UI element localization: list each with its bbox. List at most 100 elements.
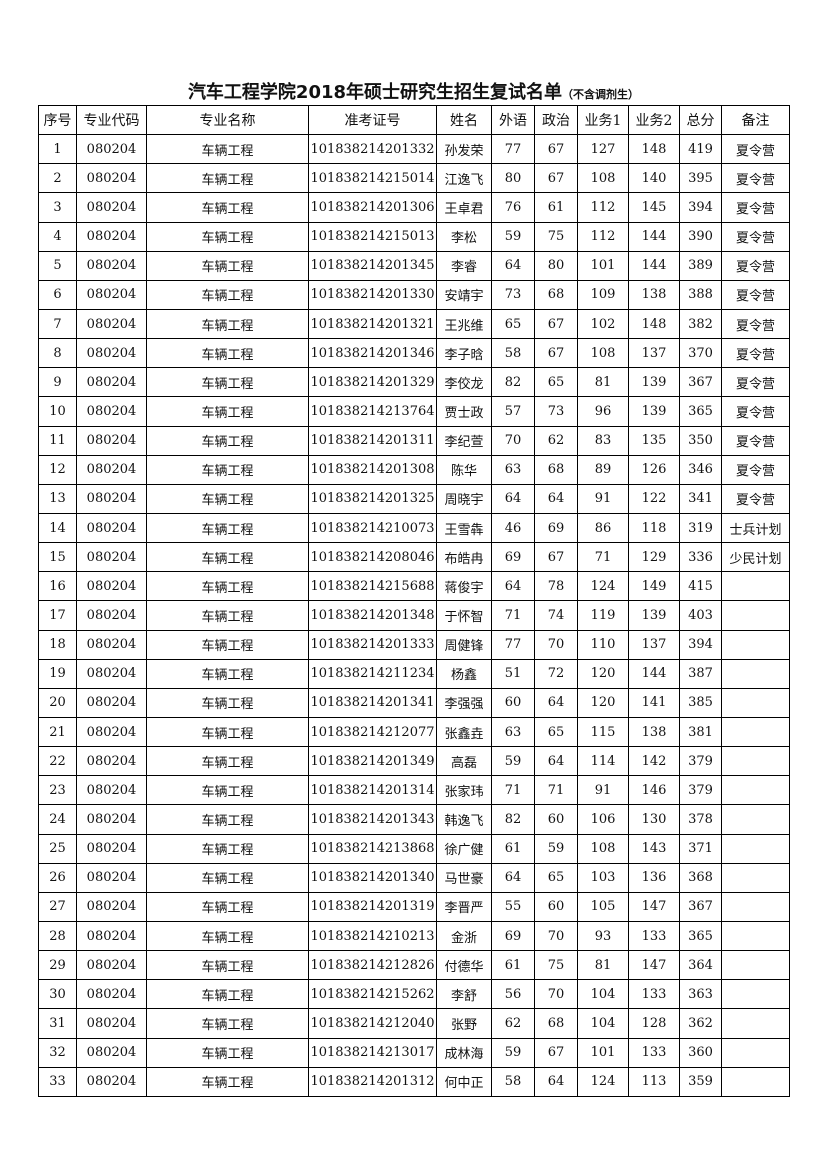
cell-major-name: 车辆工程: [146, 542, 309, 573]
cell-subject2: 144: [628, 250, 680, 281]
cell-politics: 80: [534, 250, 578, 281]
cell-subject1: 112: [577, 192, 629, 223]
table-row: 8 080204 车辆工程 101838214201346 李子晗 58 67 108 137 3…: [38, 338, 790, 369]
cell-name: 李舒: [436, 979, 492, 1010]
cell-remark: 夏令营: [721, 454, 790, 485]
cell-foreign-language: 82: [491, 367, 535, 398]
cell-remark: 夏令营: [721, 483, 790, 514]
cell-foreign-language: 62: [491, 1008, 535, 1039]
cell-exam-id: 101838214201340: [308, 862, 437, 893]
cell-index: 27: [38, 891, 77, 922]
cell-foreign-language: 57: [491, 396, 535, 427]
cell-subject1: 81: [577, 950, 629, 981]
cell-total: 371: [679, 833, 722, 864]
cell-remark: 夏令营: [721, 425, 790, 456]
title-text: 汽车工程学院2018年硕士研究生招生复试名单: [187, 82, 563, 103]
cell-total: 395: [679, 163, 722, 194]
cell-remark: [721, 658, 790, 689]
cell-major-code: 080204: [76, 600, 147, 631]
cell-exam-id: 101838214201311: [308, 425, 437, 456]
table-row: 19 080204 车辆工程 101838214211234 杨鑫 51 72 120 144 3…: [38, 658, 790, 689]
cell-index: 22: [38, 746, 77, 777]
cell-remark: [721, 804, 790, 835]
cell-politics: 67: [534, 308, 578, 340]
cell-name: 孙发荣: [436, 134, 492, 165]
cell-exam-id: 101838214201341: [308, 687, 437, 718]
cell-politics: 60: [534, 804, 578, 835]
cell-major-code: 080204: [76, 658, 147, 689]
cell-subject1: 103: [577, 862, 629, 893]
cell-foreign-language: 59: [491, 746, 535, 777]
cell-politics: 73: [534, 396, 578, 427]
cell-foreign-language: 76: [491, 192, 535, 223]
cell-politics: 64: [534, 687, 578, 718]
cell-politics: 67: [534, 338, 578, 369]
cell-index: 17: [38, 600, 77, 631]
table-row: 32 080204 车辆工程 101838214213017 成林海 59 67 101 133…: [38, 1037, 790, 1068]
cell-index: 14: [38, 512, 77, 544]
cell-subject2: 133: [628, 979, 680, 1010]
cell-subject2: 146: [628, 775, 680, 806]
cell-index: 9: [38, 367, 77, 398]
cell-foreign-language: 82: [491, 804, 535, 835]
cell-politics: 60: [534, 891, 578, 922]
cell-subject1: 119: [577, 600, 629, 631]
cell-foreign-language: 80: [491, 163, 535, 194]
cell-major-name: 车辆工程: [146, 571, 309, 602]
cell-subject1: 115: [577, 716, 629, 748]
cell-major-name: 车辆工程: [146, 629, 309, 660]
cell-major-code: 080204: [76, 221, 147, 252]
title-subtitle: （不含调剂生）: [562, 88, 640, 101]
table-row: 12 080204 车辆工程 101838214201308 陈华 63 68 89 126 34…: [38, 454, 790, 485]
cell-subject1: 112: [577, 221, 629, 252]
cell-exam-id: 101838214215014: [308, 163, 437, 194]
cell-major-name: 车辆工程: [146, 658, 309, 689]
cell-major-code: 080204: [76, 775, 147, 806]
cell-total: 360: [679, 1037, 722, 1068]
cell-foreign-language: 71: [491, 775, 535, 806]
table-row: 6 080204 车辆工程 101838214201330 安靖宇 73 68 109 138 3…: [38, 279, 790, 310]
cell-foreign-language: 61: [491, 833, 535, 864]
cell-remark: 夏令营: [721, 367, 790, 398]
cell-subject1: 109: [577, 279, 629, 310]
cell-subject2: 118: [628, 512, 680, 544]
column-header-remark: 备注: [721, 104, 790, 136]
cell-total: 370: [679, 338, 722, 369]
cell-index: 11: [38, 425, 77, 456]
cell-subject2: 133: [628, 920, 680, 952]
cell-index: 33: [38, 1066, 77, 1097]
cell-remark: 夏令营: [721, 221, 790, 252]
candidate-table: 序号 专业代码 专业名称 准考证号 姓名 外语 政治 业务1 业务2 总分 备注 1 080204 车辆…: [38, 104, 790, 1097]
table-body: 1 080204 车辆工程 101838214201332 孙发荣 77 67 127 148 4…: [38, 134, 790, 1097]
cell-foreign-language: 64: [491, 250, 535, 281]
cell-name: 马世豪: [436, 862, 492, 893]
cell-major-name: 车辆工程: [146, 134, 309, 165]
cell-total: 385: [679, 687, 722, 718]
cell-exam-id: 101838214215262: [308, 979, 437, 1010]
cell-name: 贾士政: [436, 396, 492, 427]
cell-subject2: 144: [628, 658, 680, 689]
table-row: 18 080204 车辆工程 101838214201333 周健锋 77 70 110 137…: [38, 629, 790, 660]
cell-remark: [721, 1037, 790, 1068]
cell-exam-id: 101838214212826: [308, 950, 437, 981]
table-row: 23 080204 车辆工程 101838214201314 张家玮 71 71 91 146 3…: [38, 775, 790, 806]
cell-name: 金浙: [436, 920, 492, 952]
cell-remark: [721, 746, 790, 777]
cell-major-code: 080204: [76, 1066, 147, 1097]
cell-exam-id: 101838214201306: [308, 192, 437, 223]
cell-total: 382: [679, 308, 722, 340]
cell-foreign-language: 71: [491, 600, 535, 631]
cell-remark: [721, 979, 790, 1010]
column-header-subject1: 业务1: [577, 104, 629, 136]
cell-remark: [721, 687, 790, 718]
cell-major-name: 车辆工程: [146, 367, 309, 398]
cell-foreign-language: 69: [491, 920, 535, 952]
cell-foreign-language: 58: [491, 338, 535, 369]
cell-exam-id: 101838214201345: [308, 250, 437, 281]
cell-major-name: 车辆工程: [146, 512, 309, 544]
cell-total: 363: [679, 979, 722, 1010]
cell-exam-id: 101838214201321: [308, 308, 437, 340]
cell-exam-id: 101838214213764: [308, 396, 437, 427]
cell-total: 346: [679, 454, 722, 485]
cell-exam-id: 101838214201314: [308, 775, 437, 806]
